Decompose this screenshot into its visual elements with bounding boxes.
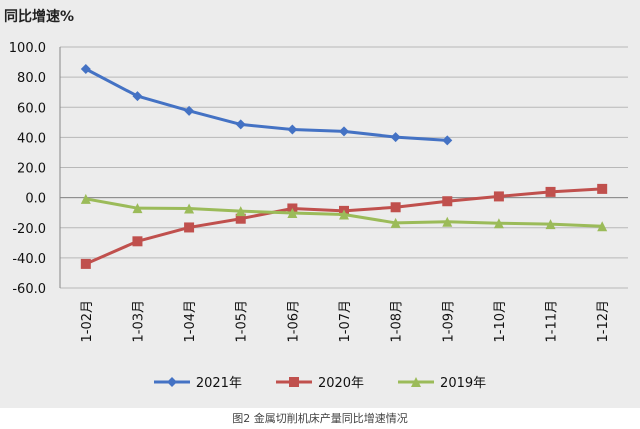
legend-item-2020: 2020年 bbox=[275, 372, 365, 391]
series-line-1 bbox=[85, 187, 603, 266]
data-point bbox=[184, 105, 195, 116]
y-tick-label: -20.0 bbox=[12, 222, 46, 237]
data-point bbox=[235, 206, 246, 217]
y-tick-label: 80.0 bbox=[17, 71, 46, 86]
x-tick-label: 1-04月 bbox=[183, 300, 198, 343]
data-point bbox=[287, 207, 298, 218]
legend-item-2021: 2021年 bbox=[153, 372, 242, 391]
data-point bbox=[493, 218, 504, 229]
data-point bbox=[235, 213, 246, 224]
data-point bbox=[390, 217, 401, 228]
data-point bbox=[390, 132, 401, 143]
x-tick-label: 1-12月 bbox=[596, 300, 611, 343]
x-tick-label: 1-02月 bbox=[80, 300, 95, 343]
data-point bbox=[442, 135, 453, 146]
y-tick-label: 60.0 bbox=[17, 101, 46, 116]
data-point bbox=[493, 191, 504, 202]
data-point bbox=[184, 222, 195, 233]
data-point bbox=[390, 202, 401, 213]
data-point bbox=[442, 216, 453, 227]
legend-label: 2020年 bbox=[317, 376, 365, 391]
y-tick-label: -60.0 bbox=[12, 282, 46, 297]
y-tick-label: 20.0 bbox=[17, 162, 46, 177]
x-tick-label: 1-11月 bbox=[545, 300, 560, 343]
x-tick-label: 1-08月 bbox=[390, 300, 405, 343]
legend-label: 2019年 bbox=[440, 376, 487, 391]
y-tick-label: 40.0 bbox=[17, 131, 46, 146]
data-point bbox=[235, 119, 246, 130]
data-point bbox=[545, 219, 556, 230]
data-point bbox=[339, 209, 349, 220]
series-line-0 bbox=[85, 67, 448, 142]
data-point bbox=[597, 221, 608, 232]
legend-swatch-2019 bbox=[398, 376, 435, 387]
legend-item-2019: 2019年 bbox=[398, 372, 486, 391]
chart: 100.0 80.0 60.0 40.0 20.0 0.0 -20.0 -40.0 -60.0 1… bbox=[9, 41, 628, 343]
data-point bbox=[287, 124, 298, 135]
legend-swatch-2020 bbox=[275, 376, 312, 387]
x-tick-label: 1-07月 bbox=[338, 300, 353, 343]
x-tick-label: 1-03月 bbox=[131, 300, 146, 343]
y-tick-label: 100.0 bbox=[9, 41, 46, 56]
data-point bbox=[184, 203, 195, 214]
x-tick-label: 1-10月 bbox=[493, 300, 508, 343]
data-point bbox=[132, 203, 143, 214]
legend-swatch-2021 bbox=[153, 376, 190, 387]
data-point bbox=[442, 196, 453, 207]
x-tick-label: 1-09月 bbox=[441, 300, 456, 343]
data-point bbox=[80, 258, 91, 269]
x-tick-label: 1-05月 bbox=[235, 300, 250, 343]
data-point bbox=[132, 236, 143, 247]
data-point bbox=[597, 183, 608, 194]
data-point bbox=[80, 193, 91, 204]
x-tick-label: 1-06月 bbox=[286, 300, 301, 343]
data-point bbox=[339, 126, 349, 137]
data-point bbox=[545, 186, 556, 197]
legend-label: 2021年 bbox=[195, 376, 242, 391]
data-point bbox=[132, 91, 143, 102]
y-tick-label: -40.0 bbox=[12, 252, 46, 267]
chart-title: 同比增速% bbox=[4, 9, 75, 25]
data-point bbox=[80, 63, 91, 74]
y-tick-label: 0.0 bbox=[25, 192, 46, 207]
legend: 2021年 2020年 2019年 bbox=[0, 372, 640, 391]
figure-caption: 图2 金属切削机床产量同比增速情况 bbox=[232, 412, 408, 425]
